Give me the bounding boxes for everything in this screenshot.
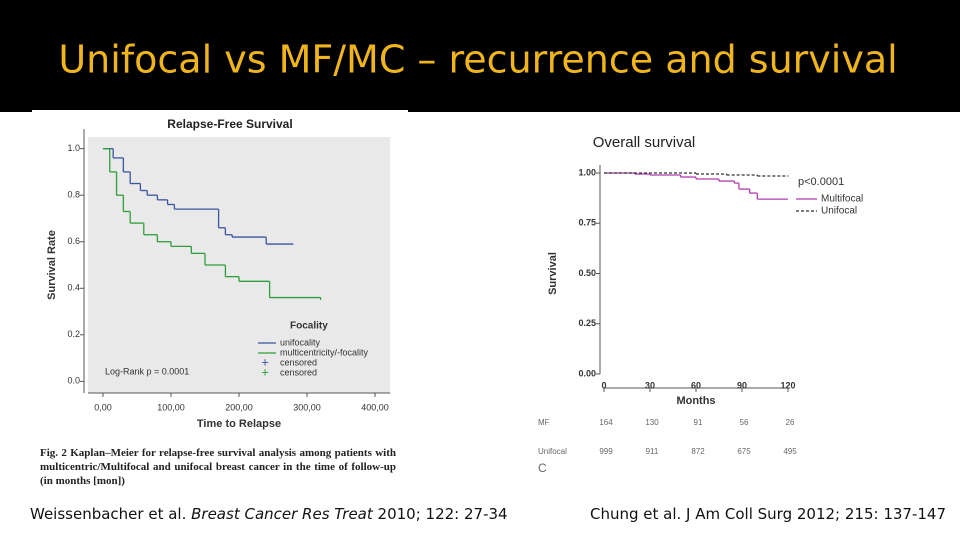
citation-text: Weissenbacher et al. — [30, 505, 192, 523]
x-tick-label: 0 — [601, 380, 606, 390]
x-tick-label: 300,00 — [293, 402, 321, 412]
y-tick-label: 0.8 — [67, 190, 80, 200]
risk-count: 164 — [599, 418, 613, 427]
y-axis-label: Survival — [547, 252, 559, 295]
x-tick-label: 100,00 — [157, 402, 185, 412]
y-tick-label: 0.0 — [67, 376, 80, 386]
citation-text: 2010; 122: 27-34 — [372, 505, 508, 523]
y-tick-label: 0.75 — [578, 218, 596, 228]
y-tick-label: 0.00 — [578, 368, 596, 378]
image-edge — [32, 110, 408, 114]
x-tick-label: 0,00 — [94, 402, 112, 412]
x-tick-label: 60 — [691, 380, 701, 390]
title-band — [0, 0, 960, 112]
y-tick-label: 0.6 — [67, 236, 80, 246]
y-tick-label: 0.4 — [67, 283, 80, 293]
legend-label: censored — [280, 367, 317, 377]
risk-count: 130 — [645, 418, 659, 427]
citation-text: Chung et al. J Am Coll Surg 2012; 215: 1… — [590, 505, 946, 523]
panel-label: C — [538, 461, 547, 475]
legend-label: censored — [280, 357, 317, 367]
legend-label: unifocality — [280, 337, 321, 347]
y-tick-label: 0.50 — [578, 268, 596, 278]
risk-count: 495 — [783, 447, 797, 456]
risk-count: 911 — [646, 447, 659, 456]
y-tick-label: 1.00 — [578, 167, 596, 177]
risk-count: 999 — [599, 447, 613, 456]
legend-label: Multifocal — [821, 194, 863, 205]
risk-row-label: Unifocal — [538, 447, 567, 456]
x-tick-label: 90 — [737, 380, 747, 390]
annotation: Log-Rank p = 0.0001 — [105, 366, 189, 376]
chart-title: Relapse-Free Survival — [167, 117, 292, 131]
y-axis-label: Survival Rate — [46, 230, 58, 300]
risk-count: 675 — [737, 447, 751, 456]
legend-censor-mark: + — [261, 354, 269, 369]
figure-caption: Fig. 2 Kaplan–Meier for relapse-free sur… — [40, 447, 396, 487]
y-tick-label: 1.0 — [67, 143, 80, 153]
risk-count: 26 — [786, 418, 795, 427]
y-tick-label: 0.25 — [578, 318, 596, 328]
citation: Weissenbacher et al. Breast Cancer Res T… — [30, 505, 508, 523]
chart-title: Overall survival — [593, 134, 696, 151]
annotation: p<0.0001 — [798, 176, 844, 188]
citation-journal: Breast Cancer Res Treat — [191, 505, 373, 523]
risk-row-label: MF — [538, 418, 550, 427]
risk-count: 56 — [740, 418, 749, 427]
x-axis-label: Time to Relapse — [197, 418, 281, 430]
x-tick-label: 200,00 — [225, 402, 253, 412]
legend-title: Focality — [290, 321, 328, 332]
legend-label: multicentricity/-focality — [280, 347, 369, 357]
x-tick-label: 120 — [780, 380, 795, 390]
y-tick-label: 0.2 — [67, 329, 80, 339]
x-tick-label: 30 — [645, 380, 655, 390]
risk-count: 872 — [691, 447, 705, 456]
plot-background — [88, 137, 390, 393]
citation: Chung et al. J Am Coll Surg 2012; 215: 1… — [590, 505, 946, 523]
risk-count: 91 — [694, 418, 703, 427]
x-axis-label: Months — [676, 395, 715, 407]
x-tick-label: 400,00 — [361, 402, 389, 412]
legend-label: Unifocal — [821, 206, 857, 217]
legend-censor-mark: + — [261, 364, 269, 379]
slide-title: Unifocal vs MF/MC – recurrence and survi… — [58, 38, 897, 82]
